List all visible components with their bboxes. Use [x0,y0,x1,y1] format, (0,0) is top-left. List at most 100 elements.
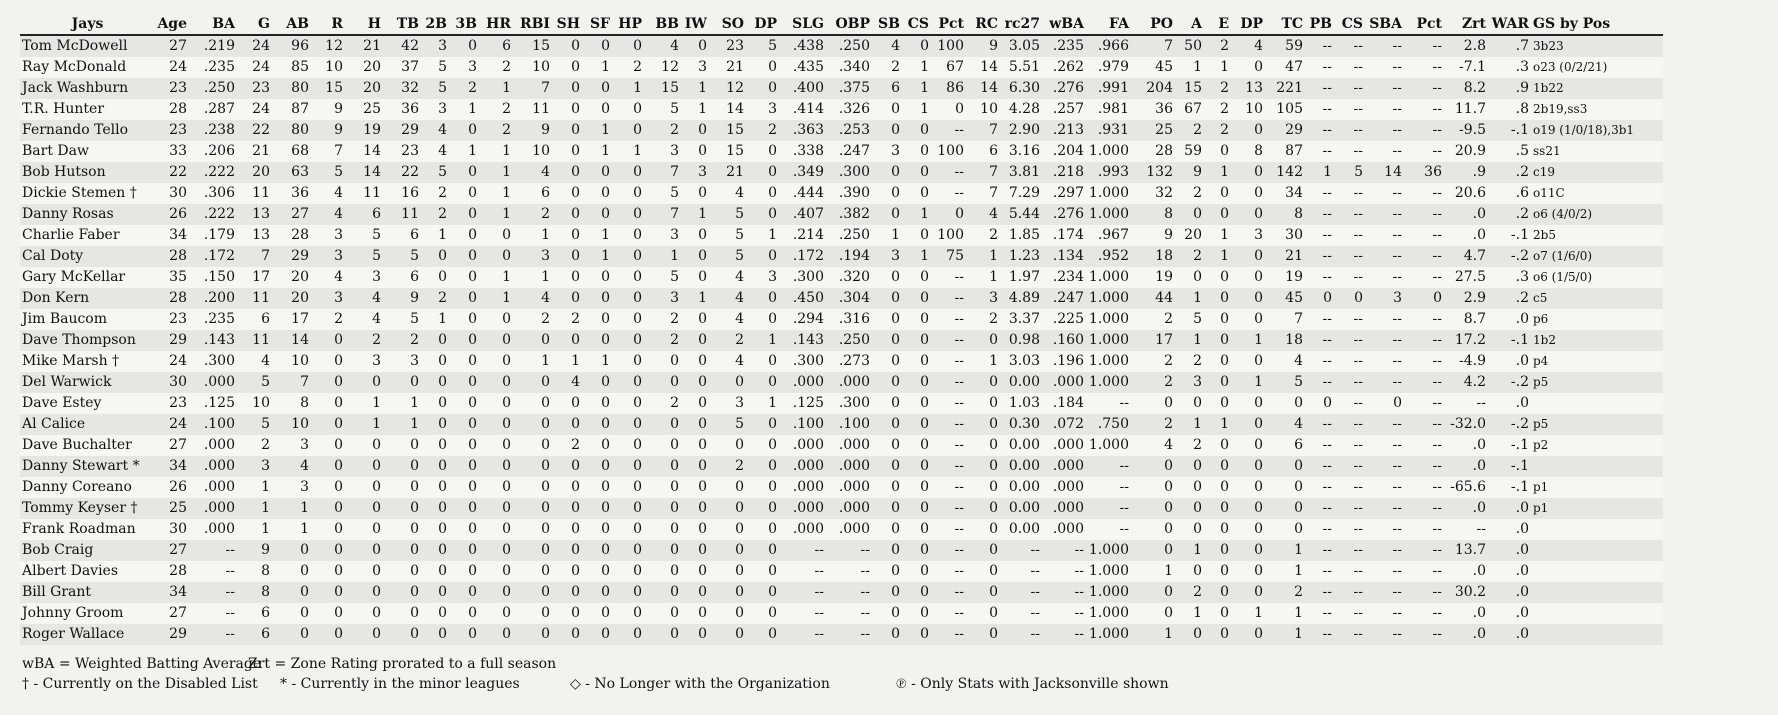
stat-cell: .000 [792,437,824,453]
stat-cell: 0 [502,311,511,327]
stat-cell: 0 [891,437,900,453]
stat-cell: .000 [1052,374,1084,390]
table-row: Cal Doty 28.172 7 29 3 5 5 0 0 0 3 0 1 0 1 0 5 0.172.194 3… [20,246,1663,267]
stat-cell: 12 [726,80,744,96]
stat-cell: 0 [1193,521,1202,537]
stat-cell: 204 [1146,80,1173,96]
stat-cell: .000 [838,500,870,516]
stat-cell: -- [225,626,235,642]
stat-cell: 0 [989,395,998,411]
stat-cell: .000 [1052,521,1084,537]
stat-cell: .375 [838,80,870,96]
stat-cell: 12 [325,38,343,54]
stat-cell: -- [1432,353,1442,369]
stat-cell: 20.9 [1454,143,1486,159]
stat-cell: -- [1119,395,1129,411]
stat-cell: 6 [261,605,270,621]
stat-cell: 0 [891,353,900,369]
column-header: BA [189,14,237,36]
stat-cell: 0 [571,395,580,411]
stat-cell: 0 [468,542,477,558]
stat-cell: -- [1353,80,1363,96]
stat-cell: 1 [601,248,610,264]
stat-cell: 0 [768,206,777,222]
stat-cell: 8.2 [1463,80,1486,96]
stat-cell: -- [1353,185,1363,201]
stat-cell: 4 [541,164,550,180]
stat-cell: -- [1322,248,1332,264]
stat-cell: 0 [571,416,580,432]
stat-cell: 59 [1184,143,1202,159]
stat-cell: 0 [1254,395,1263,411]
stat-cell: .253 [838,122,870,138]
stat-cell: 4.2 [1463,374,1486,390]
table-row: Fernando Tello 23.238 22 80 9 19 29 4 0 2 9 0 1 0 2 0 15… [20,120,1663,141]
stat-cell: -- [1074,584,1084,600]
stat-cell: 34 [169,584,187,600]
stat-cell: 0 [633,269,642,285]
stat-cell: 10 [291,353,309,369]
stat-cell: 0 [1164,521,1173,537]
stat-cell: 18 [1155,248,1173,264]
stat-cell: 0 [601,521,610,537]
stat-cell: 4 [670,38,679,54]
table-row: Del Warwick 30.000 5 7 0 0 0 0 0 0 0 4 0 0 0 0 0 0.000.00… [20,372,1663,393]
stat-cell: .2 [1515,290,1529,306]
stat-cell: 221 [1276,80,1303,96]
stat-cell: 14 [363,164,381,180]
games-started-by-position: ss21 [1533,144,1561,158]
stat-cell: 22 [252,122,270,138]
stat-cell: 3 [891,143,900,159]
column-header: PB [1305,14,1334,36]
stat-cell: 0 [735,605,744,621]
column-header: CS [1334,14,1365,36]
stat-cell: 0 [372,584,381,600]
stat-cell: 0 [1193,626,1202,642]
stat-cell: 0 [468,374,477,390]
games-started-by-position [1531,456,1663,477]
games-started-by-position: 1b22 [1533,81,1564,95]
stat-cell: .0 [1472,437,1486,453]
stat-cell: 0 [1254,521,1263,537]
stat-cell: -- [814,542,824,558]
stat-cell: 1 [698,206,707,222]
player-name: Bob Craig [22,542,94,558]
stat-cell: 4.28 [1008,101,1040,117]
stat-cell: 0 [920,122,929,138]
stat-cell: 0 [468,437,477,453]
stat-cell: 0 [989,542,998,558]
stat-cell: .000 [203,479,235,495]
stat-cell: -- [1432,374,1442,390]
stat-cell: .000 [1052,437,1084,453]
stat-cell: -- [1322,206,1332,222]
stat-cell: 0 [1254,311,1263,327]
stat-cell: 0.00 [1008,458,1040,474]
stat-cell: 105 [1276,101,1303,117]
stat-cell: -- [954,500,964,516]
stat-cell: 27 [169,542,187,558]
stat-cell: 2 [670,395,679,411]
stat-cell: .300 [203,353,235,369]
stat-cell: -- [1353,38,1363,54]
stat-cell: 1 [571,353,580,369]
stat-cell: -- [1322,143,1332,159]
stat-cell: -- [1322,122,1332,138]
stat-cell: 0 [768,374,777,390]
stat-cell: 5 [735,206,744,222]
stat-cell: -- [1322,353,1332,369]
stat-cell: -.2 [1510,416,1529,432]
stat-cell: 2 [261,437,270,453]
stat-cell: 14 [363,143,381,159]
games-started-by-position: p1 [1533,480,1549,494]
stat-cell: 28 [1155,143,1173,159]
stat-cell: -- [1322,227,1332,243]
stat-cell: .206 [203,143,235,159]
stat-cell: -- [225,584,235,600]
stat-cell: 0 [502,584,511,600]
stat-cell: -- [954,290,964,306]
stat-cell: 4 [1254,38,1263,54]
stat-cell: 0 [633,479,642,495]
stat-cell: 28 [169,101,187,117]
stat-cell: 0 [1220,332,1229,348]
stat-cell: 26 [169,206,187,222]
